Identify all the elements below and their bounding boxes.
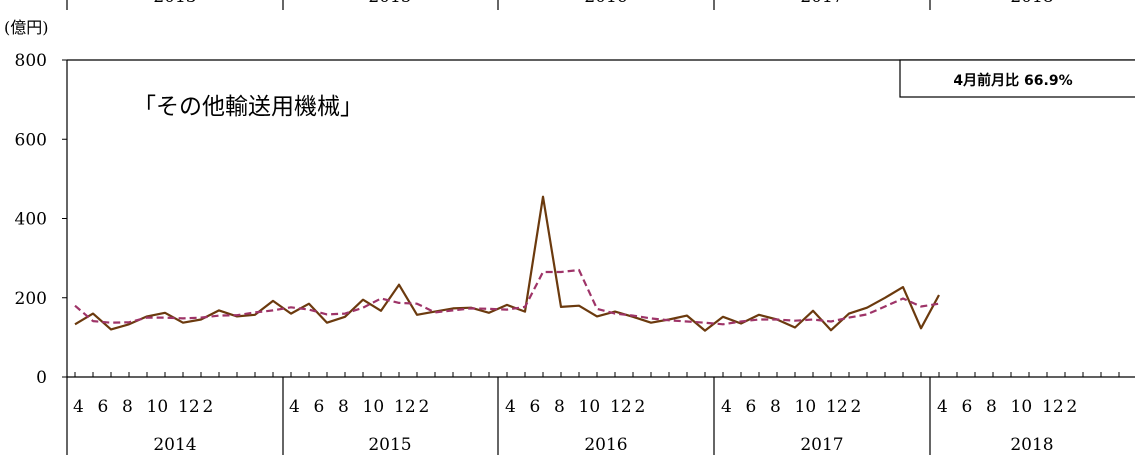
annotation-text: 4月前月比 66.9% xyxy=(953,72,1072,89)
x-month-label: 10 xyxy=(795,397,817,417)
x-axis-ticks xyxy=(74,372,1120,377)
annotation-border xyxy=(899,59,1135,98)
x-month-label: 8 xyxy=(122,397,133,417)
top-year-label: 2017 xyxy=(800,0,843,7)
y-tick-label: 800 xyxy=(15,51,47,71)
year-label: 2018 xyxy=(1010,435,1053,455)
x-month-label: 6 xyxy=(314,397,325,417)
x-month-label: 12 xyxy=(394,397,416,417)
top-year-label: 2015 xyxy=(368,0,411,7)
x-month-label: 2 xyxy=(1067,397,1078,417)
year-label: 2016 xyxy=(584,435,627,455)
x-month-label: 4 xyxy=(937,397,948,417)
top-year-strip: 2013 2015 2016 2017 2018 xyxy=(66,0,1054,10)
x-month-labels: 4 6 8 10 12 2 4 6 8 10 12 2 4 6 8 10 12 2 4 6 8 10 12 2 4 6 8 10 12 2 xyxy=(73,397,1077,417)
series-dashed-line xyxy=(74,268,940,326)
x-month-label: 10 xyxy=(1011,397,1033,417)
x-month-label: 10 xyxy=(363,397,385,417)
y-tick-label: 400 xyxy=(15,210,47,230)
x-month-label: 6 xyxy=(530,397,541,417)
y-axis-unit-label: (億円) xyxy=(4,18,49,37)
x-month-label: 8 xyxy=(554,397,565,417)
y-tick-labels: 0 200 400 600 800 xyxy=(15,51,47,388)
y-tick-label: 200 xyxy=(15,289,47,309)
chart-title: 「その他輸送用機械」 xyxy=(133,94,363,120)
x-month-label: 2 xyxy=(419,397,430,417)
year-labels: 2014 2015 2016 2017 2018 xyxy=(153,435,1053,455)
x-month-label: 12 xyxy=(178,397,200,417)
x-month-label: 12 xyxy=(826,397,848,417)
y-tick-label: 0 xyxy=(36,368,47,388)
x-month-label: 6 xyxy=(962,397,973,417)
x-month-label: 4 xyxy=(505,397,516,417)
series-group xyxy=(74,195,940,332)
x-month-label: 4 xyxy=(73,397,84,417)
x-month-label: 2 xyxy=(851,397,862,417)
x-month-label: 12 xyxy=(1042,397,1064,417)
x-month-label: 4 xyxy=(289,397,300,417)
year-label: 2014 xyxy=(153,435,196,455)
x-month-label: 12 xyxy=(610,397,632,417)
annotation-box: 4月前月比 66.9% xyxy=(899,59,1135,98)
y-tick-label: 600 xyxy=(15,130,47,150)
year-label: 2015 xyxy=(368,435,411,455)
year-label: 2017 xyxy=(800,435,843,455)
x-month-label: 4 xyxy=(721,397,732,417)
x-month-label: 8 xyxy=(770,397,781,417)
x-month-label: 6 xyxy=(746,397,757,417)
x-month-label: 10 xyxy=(579,397,601,417)
top-year-label: 2016 xyxy=(584,0,627,7)
x-month-label: 8 xyxy=(986,397,997,417)
series-solid-line xyxy=(74,195,940,332)
x-month-label: 2 xyxy=(635,397,646,417)
top-year-label: 2018 xyxy=(1010,0,1053,7)
year-dividers xyxy=(66,377,931,455)
x-month-label: 8 xyxy=(338,397,349,417)
x-month-label: 6 xyxy=(98,397,109,417)
x-month-label: 2 xyxy=(203,397,214,417)
top-year-label: 2013 xyxy=(153,0,196,7)
x-month-label: 10 xyxy=(147,397,169,417)
